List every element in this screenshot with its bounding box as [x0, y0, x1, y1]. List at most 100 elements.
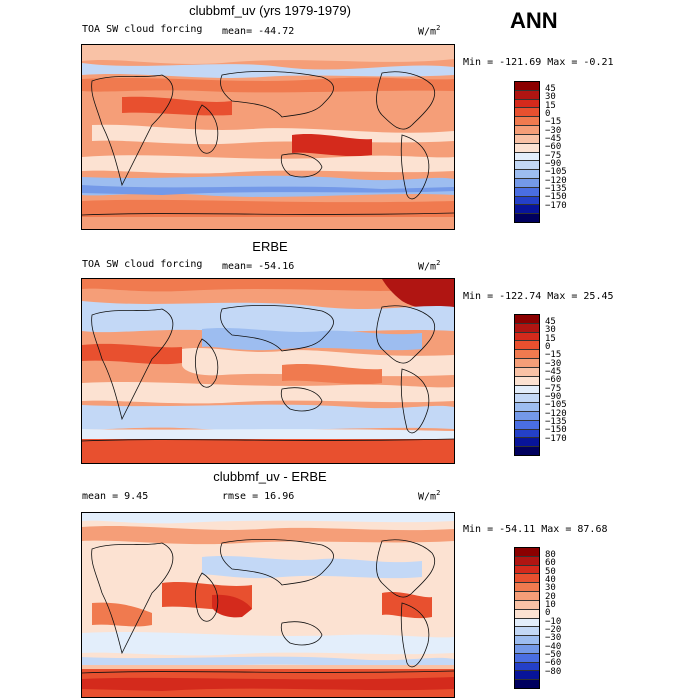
colorbar-tick-label: −60 — [545, 658, 562, 669]
panel1-field-label: TOA SW cloud forcing — [82, 24, 203, 35]
colorbar-swatch — [515, 178, 539, 188]
season-label: ANN — [510, 8, 558, 33]
colorbar-swatch — [515, 214, 539, 222]
panel3-title: clubbmf_uv - ERBE — [213, 469, 327, 484]
colorbar-swatch — [515, 394, 539, 404]
colorbar-tick-label: 15 — [545, 100, 556, 111]
colorbar-swatch — [515, 82, 539, 91]
panel2-colorbar — [514, 314, 540, 456]
colorbar-swatch — [515, 420, 539, 430]
colorbar-swatch — [515, 411, 539, 421]
colorbar-swatch — [515, 662, 539, 672]
colorbar-tick-label: −150 — [545, 425, 567, 436]
panel3-mean: mean = 9.45 — [82, 491, 149, 502]
colorbar-swatch — [515, 385, 539, 395]
colorbar-swatch — [515, 161, 539, 171]
colorbar-tick-label: −60 — [545, 375, 562, 386]
colorbar-tick-label: −40 — [545, 641, 562, 652]
panel1-minmax: Min = -121.69 Max = -0.21 — [463, 57, 614, 68]
colorbar-swatch — [515, 332, 539, 342]
colorbar-tick-label: −150 — [545, 192, 567, 203]
panel2-title: ERBE — [252, 239, 288, 254]
colorbar-tick-label: −135 — [545, 417, 567, 428]
colorbar-tick-label: −170 — [545, 200, 567, 211]
panel1-colorbar — [514, 81, 540, 223]
panel3-units: W/m2 — [418, 489, 441, 503]
colorbar-swatch — [515, 438, 539, 448]
colorbar-swatch — [515, 99, 539, 109]
colorbar-swatch — [515, 341, 539, 351]
colorbar-swatch — [515, 126, 539, 135]
colorbar-swatch — [515, 548, 539, 557]
colorbar-swatch — [515, 429, 539, 439]
panel1-units: W/m2 — [418, 24, 441, 38]
colorbar-tick-label: 50 — [545, 566, 556, 577]
colorbar-tick-label: 30 — [545, 325, 556, 336]
colorbar-swatch — [515, 592, 539, 601]
panel3-rmse: rmse = 16.96 — [222, 491, 295, 502]
colorbar-swatch — [515, 636, 539, 645]
colorbar-swatch — [515, 376, 539, 386]
colorbar-tick-label: −60 — [545, 142, 562, 153]
colorbar-tick-label: −50 — [545, 650, 562, 661]
colorbar-swatch — [515, 644, 539, 654]
colorbar-swatch — [515, 671, 539, 681]
colorbar-tick-label: 0 — [545, 342, 551, 353]
colorbar-swatch — [515, 187, 539, 197]
colorbar-tick-label: −80 — [545, 666, 562, 677]
colorbar-tick-label: −105 — [545, 167, 567, 178]
panel2-field-label: TOA SW cloud forcing — [82, 259, 203, 270]
colorbar-swatch — [515, 574, 539, 584]
colorbar-swatch — [515, 108, 539, 118]
colorbar-tick-label: −120 — [545, 175, 567, 186]
colorbar-swatch — [515, 447, 539, 455]
colorbar-swatch — [515, 143, 539, 153]
colorbar-swatch — [515, 323, 539, 333]
colorbar-swatch — [515, 556, 539, 566]
colorbar-swatch — [515, 196, 539, 206]
colorbar-swatch — [515, 609, 539, 619]
colorbar-swatch — [515, 367, 539, 377]
colorbar-swatch — [515, 117, 539, 127]
colorbar-tick-label: −105 — [545, 400, 567, 411]
colorbar-swatch — [515, 315, 539, 324]
panel3-map — [81, 512, 455, 698]
panel3-colorbar — [514, 547, 540, 689]
panel3-minmax: Min = -54.11 Max = 87.68 — [463, 524, 608, 535]
colorbar-tick-label: 0 — [545, 608, 551, 619]
colorbar-tick-label: 60 — [545, 558, 556, 569]
panel2-units: W/m2 — [418, 259, 441, 273]
colorbar-swatch — [515, 618, 539, 628]
colorbar-swatch — [515, 359, 539, 368]
panel1-mean: mean= -44.72 — [222, 26, 295, 37]
colorbar-tick-label: −10 — [545, 616, 562, 627]
colorbar-swatch — [515, 600, 539, 610]
colorbar-tick-label: −15 — [545, 117, 562, 128]
colorbar-tick-label: −45 — [545, 134, 562, 145]
colorbar-tick-label: −90 — [545, 392, 562, 403]
colorbar-tick-label: −90 — [545, 159, 562, 170]
colorbar-tick-label: −30 — [545, 358, 562, 369]
colorbar-tick-label: −120 — [545, 408, 567, 419]
colorbar-swatch — [515, 565, 539, 575]
panel1-title: clubbmf_uv (yrs 1979-1979) — [189, 3, 351, 18]
colorbar-tick-label: 45 — [545, 84, 556, 94]
colorbar-swatch — [515, 152, 539, 162]
colorbar-swatch — [515, 680, 539, 688]
colorbar-swatch — [515, 583, 539, 593]
colorbar-tick-label: −45 — [545, 367, 562, 378]
colorbar-tick-label: 20 — [545, 591, 556, 602]
colorbar-tick-label: 15 — [545, 333, 556, 344]
colorbar-swatch — [515, 170, 539, 179]
panel2-minmax: Min = -122.74 Max = 25.45 — [463, 291, 614, 302]
colorbar-tick-label: −75 — [545, 383, 562, 394]
panel2-colorbar-ticks: 45 30 15 0 −15 −30 −45 −60 −75 −90 −105 −120 −135 −15… — [545, 317, 567, 444]
panel1-map — [81, 44, 455, 230]
colorbar-tick-label: −30 — [545, 125, 562, 136]
panel2-map — [81, 278, 455, 464]
panel3-colorbar-ticks: 80 60 50 40 30 20 10 0 −10 −20 −30 −40 −50 −60 −80 — [545, 550, 562, 677]
colorbar-swatch — [515, 350, 539, 360]
colorbar-tick-label: −170 — [545, 433, 567, 444]
colorbar-swatch — [515, 653, 539, 663]
colorbar-swatch — [515, 90, 539, 100]
